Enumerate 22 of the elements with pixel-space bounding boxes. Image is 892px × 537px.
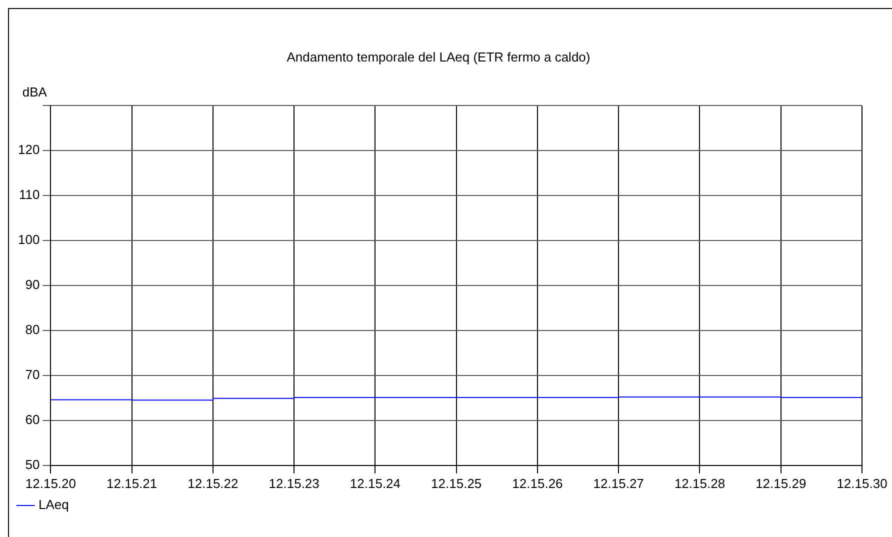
y-tick-label: 50	[25, 456, 40, 472]
x-tick-label: 12.15.25	[431, 476, 482, 491]
x-tick-label: 12.15.24	[350, 476, 401, 491]
x-tick-label: 12.15.23	[268, 476, 320, 491]
chart-title: Andamento temporale del LAeq (ETR fermo a caldo)	[286, 49, 590, 64]
y-tick-label: 120	[18, 142, 40, 158]
x-tick-label: 12.15.20	[25, 476, 76, 491]
x-tick-label: 12.15.27	[593, 476, 644, 491]
x-tick-label: 12.15.30	[836, 476, 888, 491]
y-tick-label: 70	[25, 367, 40, 382]
x-tick-label: 12.15.28	[674, 476, 726, 491]
y-tick-label: 90	[25, 277, 40, 292]
y-tick-label: 100	[18, 232, 40, 248]
y-axis-title: dBA	[22, 84, 48, 100]
x-tick-label: 12.15.26	[512, 476, 563, 491]
y-tick-label: 80	[25, 322, 40, 338]
legend-label: LAeq	[38, 497, 69, 512]
x-tick-label: 12.15.21	[106, 476, 158, 491]
y-tick-label: 60	[25, 412, 40, 428]
y-tick-label: 110	[18, 187, 40, 202]
x-tick-label: 12.15.29	[756, 476, 806, 491]
x-tick-label: 12.15.22	[188, 476, 238, 491]
